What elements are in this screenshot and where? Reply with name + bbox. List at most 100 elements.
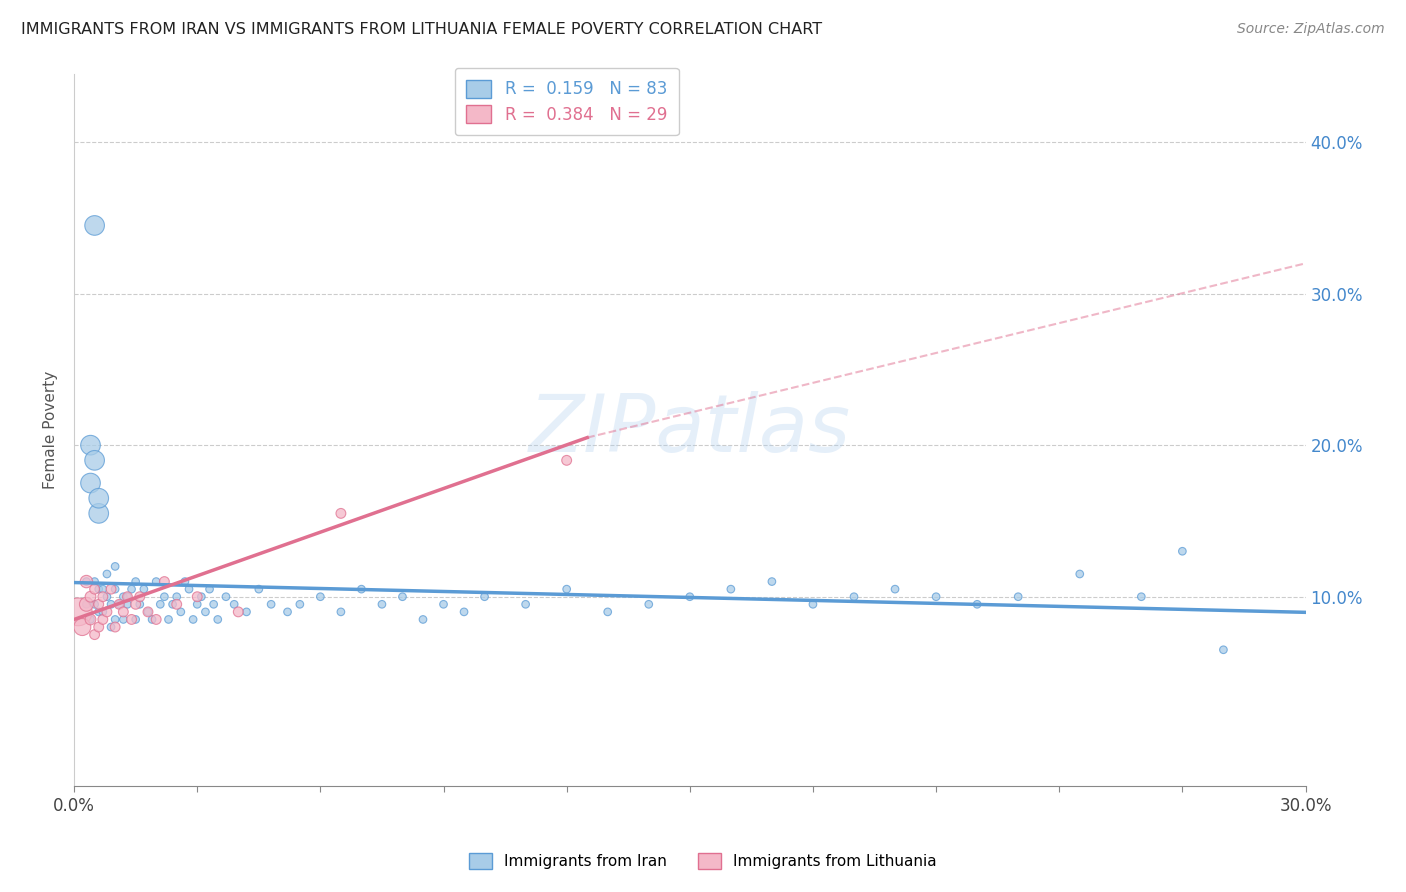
Point [555,453,578,467]
Point [186,590,208,604]
Point [87,491,110,506]
Point [117,590,139,604]
Point [207,612,229,626]
Point [260,597,283,611]
Point [247,582,270,596]
Point [153,590,176,604]
Point [842,590,865,604]
Point [121,582,143,596]
Point [117,597,139,611]
Point [162,597,184,611]
Point [112,605,135,619]
Point [100,597,122,611]
Point [1171,544,1194,558]
Point [79,438,101,452]
Point [83,453,105,467]
Point [91,582,114,596]
Point [79,612,101,626]
Point [75,574,97,589]
Point [104,582,127,596]
Point [83,219,105,233]
Point [145,612,167,626]
Point [1130,590,1153,604]
Point [412,612,434,626]
Point [108,597,131,611]
Point [235,605,257,619]
Point [91,612,114,626]
Point [67,605,90,619]
Point [141,612,163,626]
Point [224,597,246,611]
Point [515,597,537,611]
Point [87,605,110,619]
Point [277,605,299,619]
Point [1212,642,1234,657]
Point [391,590,413,604]
Point [96,605,118,619]
Point [136,605,159,619]
Point [96,566,118,581]
Point [100,582,122,596]
Point [96,590,118,604]
Point [75,574,97,589]
Point [329,507,352,521]
Point [966,597,988,611]
Point [177,582,200,596]
Point [186,597,208,611]
Text: IMMIGRANTS FROM IRAN VS IMMIGRANTS FROM LITHUANIA FEMALE POVERTY CORRELATION CHA: IMMIGRANTS FROM IRAN VS IMMIGRANTS FROM … [21,22,823,37]
Point [87,582,110,596]
Point [215,590,238,604]
Point [124,574,146,589]
Point [226,605,249,619]
Point [309,590,332,604]
Point [432,597,454,611]
Point [83,627,105,641]
Point [124,612,146,626]
Point [679,590,702,604]
Point [87,507,110,521]
Point [83,582,105,596]
Point [596,605,619,619]
Point [157,612,180,626]
Point [75,597,97,611]
Point [136,605,159,619]
Point [170,605,193,619]
Legend: R =  0.159   N = 83, R =  0.384   N = 29: R = 0.159 N = 83, R = 0.384 N = 29 [454,68,679,136]
Point [1069,566,1091,581]
Point [720,582,742,596]
Point [83,597,105,611]
Point [128,590,150,604]
Point [100,620,122,634]
Point [350,582,373,596]
Point [87,597,110,611]
Point [555,582,578,596]
Point [329,605,352,619]
Point [174,574,197,589]
Point [637,597,659,611]
Point [83,574,105,589]
Point [112,590,135,604]
Point [801,597,824,611]
Point [108,597,131,611]
Point [166,590,188,604]
Point [121,612,143,626]
Point [190,590,212,604]
Text: ZIPatlas: ZIPatlas [529,391,851,469]
Point [132,582,155,596]
Point [79,612,101,626]
Point [371,597,394,611]
Point [104,612,127,626]
Point [288,597,311,611]
Text: Source: ZipAtlas.com: Source: ZipAtlas.com [1237,22,1385,37]
Point [79,590,101,604]
Point [91,590,114,604]
Point [117,590,139,604]
Point [128,597,150,611]
Point [884,582,907,596]
Point [166,597,188,611]
Point [194,605,217,619]
Y-axis label: Female Poverty: Female Poverty [44,371,58,489]
Point [72,620,94,634]
Point [453,605,475,619]
Point [104,559,127,574]
